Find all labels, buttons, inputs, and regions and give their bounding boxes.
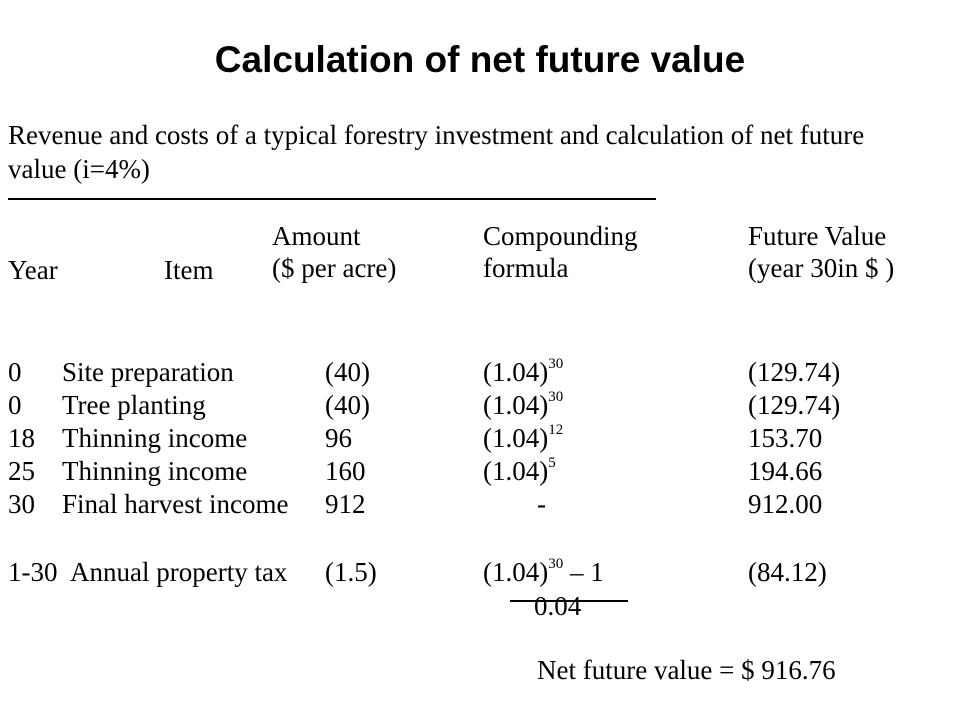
row-4-amount: 160 — [325, 456, 366, 486]
row-2-item: Tree planting — [62, 390, 206, 420]
caption-divider — [8, 198, 656, 200]
annual-row-future-value: (84.12) — [748, 557, 827, 587]
row-1-amount: (40) — [325, 357, 370, 387]
row-3-formula-exponent: 12 — [548, 422, 564, 438]
header-year: Year — [8, 255, 58, 285]
header-amount-line-1: Amount — [272, 221, 361, 251]
row-3-year: 18 — [8, 423, 35, 453]
row-1-formula: (1.04)30 — [483, 356, 563, 388]
row-2-formula: (1.04)30 — [483, 389, 563, 421]
row-2-formula-exponent: 30 — [548, 389, 564, 405]
row-5-amount: 912 — [325, 489, 366, 519]
annual-row-item: Annual property tax — [70, 557, 288, 587]
row-4-formula: (1.04)5 — [483, 455, 556, 487]
annual-formula-exponent: 30 — [548, 556, 564, 572]
row-3-item: Thinning income — [62, 423, 248, 453]
row-3-formula: (1.04)12 — [483, 422, 563, 454]
caption-line-2: value (i=4%) — [8, 154, 150, 184]
page-title: Calculation of net future value — [214, 39, 746, 80]
row-3-future-value: 153.70 — [748, 423, 823, 453]
table-caption: Revenue and costs of a typical forestry … — [8, 118, 864, 186]
header-amount-line-2: ($ per acre) — [272, 253, 397, 283]
header-fv-line-1: Future Value — [748, 221, 887, 251]
annual-row-year: 1-30 — [8, 557, 58, 587]
header-item: Item — [164, 255, 214, 285]
row-5-formula: - — [537, 489, 546, 519]
row-1-future-value: (129.74) — [748, 357, 841, 387]
header-formula-line-2: formula — [483, 253, 569, 283]
row-1-formula-exponent: 30 — [548, 356, 564, 372]
row-4-formula-exponent: 5 — [548, 455, 556, 471]
row-4-item: Thinning income — [62, 456, 248, 486]
row-3-amount: 96 — [325, 423, 352, 453]
row-2-year: 0 — [8, 390, 22, 420]
header-formula-line-1: Compounding — [483, 221, 638, 251]
row-4-formula-base: (1.04) — [483, 456, 549, 486]
caption-line-1: Revenue and costs of a typical forestry … — [8, 120, 865, 150]
header-formula: Compounding formula — [483, 220, 638, 284]
row-1-formula-base: (1.04) — [483, 357, 549, 387]
row-2-future-value: (129.74) — [748, 390, 841, 420]
row-2-formula-base: (1.04) — [483, 390, 549, 420]
row-5-future-value: 912.00 — [748, 489, 823, 519]
row-1-year: 0 — [8, 357, 22, 387]
row-5-item: Final harvest income — [62, 489, 289, 519]
annual-row-formula-denominator: 0.04 — [534, 591, 582, 621]
row-1-item: Site preparation — [62, 357, 234, 387]
net-future-value: Net future value = $ 916.76 — [537, 655, 836, 685]
row-3-formula-base: (1.04) — [483, 423, 549, 453]
annual-formula-rest: – 1 — [563, 557, 604, 587]
row-4-year: 25 — [8, 456, 35, 486]
header-amount: Amount ($ per acre) — [272, 220, 396, 284]
annual-row-formula-numerator: (1.04)30 – 1 — [483, 556, 604, 588]
header-future-value: Future Value (year 30in $ ) — [748, 220, 894, 284]
annual-row-amount: (1.5) — [325, 557, 377, 587]
header-fv-line-2: (year 30in $ ) — [748, 253, 895, 283]
fraction-bar — [510, 600, 628, 602]
annual-formula-base: (1.04) — [483, 557, 549, 587]
row-2-amount: (40) — [325, 390, 370, 420]
row-5-year: 30 — [8, 489, 35, 519]
row-4-future-value: 194.66 — [748, 456, 823, 486]
